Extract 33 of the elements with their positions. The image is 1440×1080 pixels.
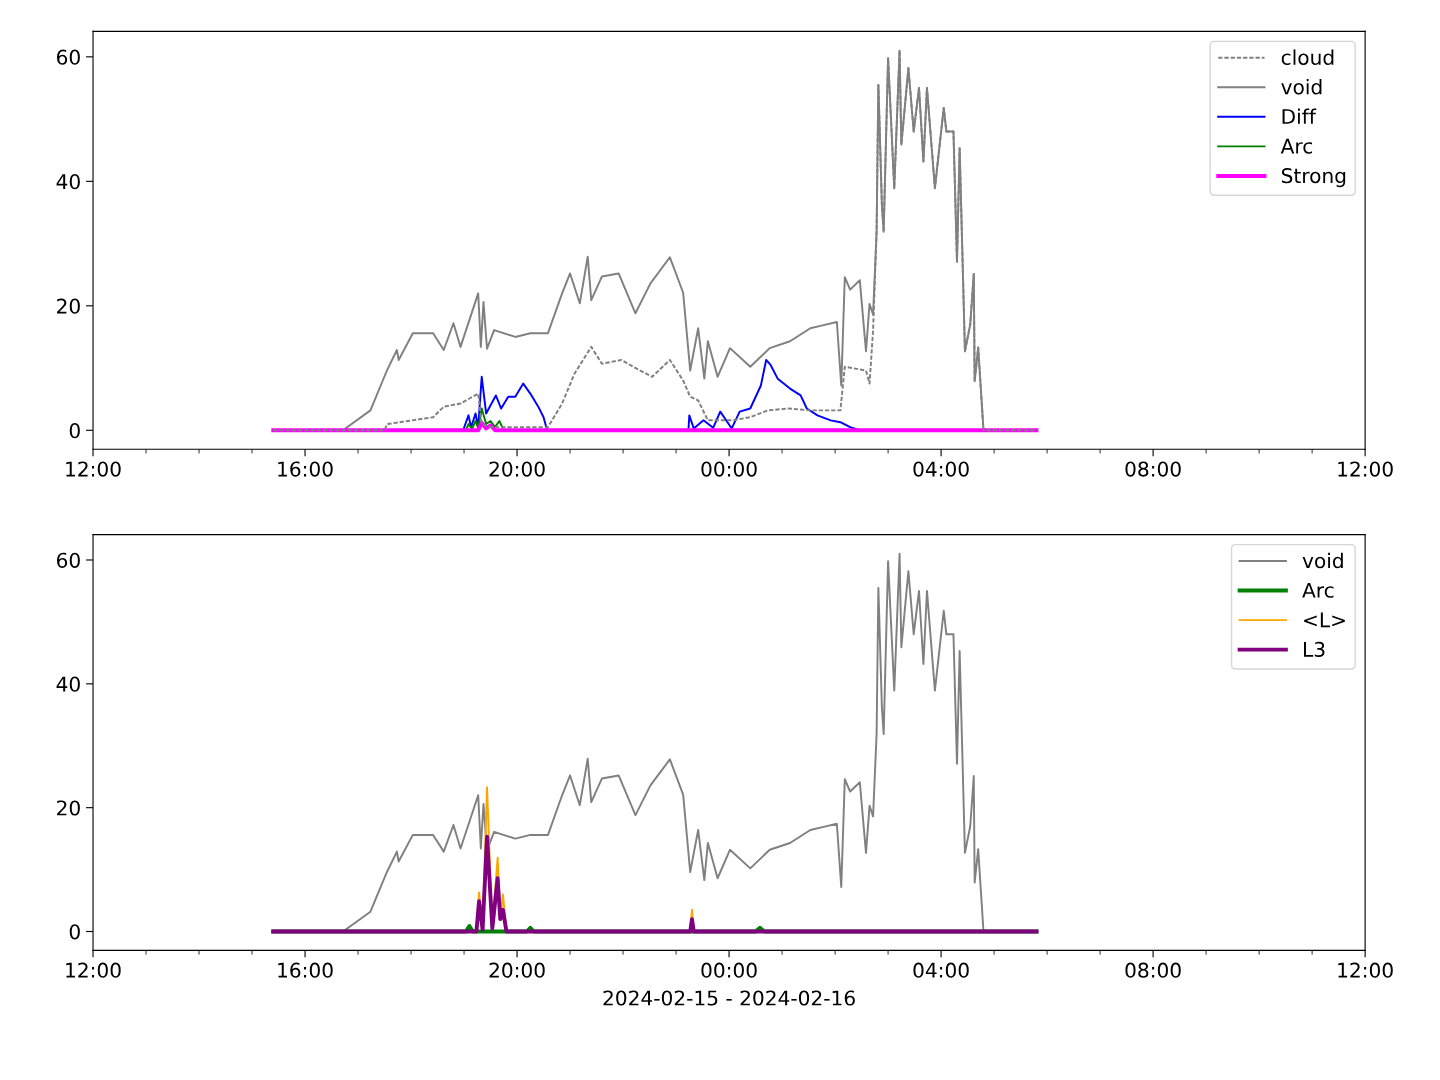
legend-label: Diff (1282, 108, 1317, 124)
x-axis-title: 2024-02-15 - 2024-02-16 (603, 990, 855, 1006)
legend-label: cloud (1281, 49, 1334, 66)
legend-label: Strong (1281, 168, 1346, 188)
x-tick-label: 04:00 (913, 962, 969, 978)
y-tick-label: 0 (69, 924, 80, 940)
y-tick-label: 60 (57, 49, 80, 65)
y-tick-label: 20 (57, 800, 80, 816)
x-tick-label: 12:00 (66, 962, 121, 978)
y-tick-label: 60 (57, 552, 80, 568)
y-tick-label: 40 (56, 676, 80, 692)
x-tick-label: 08:00 (1125, 962, 1181, 978)
legend-label: L3 (1304, 641, 1325, 657)
legend-label: void (1302, 552, 1343, 569)
legend-label: <L> (1304, 612, 1345, 628)
x-tick-label: 04:00 (913, 461, 969, 477)
x-tick-label: 08:00 (1125, 461, 1181, 477)
x-tick-label: 12:00 (1338, 461, 1393, 477)
legend-label: Arc (1302, 582, 1334, 598)
x-tick-label: 00:00 (701, 461, 757, 477)
y-tick-label: 0 (69, 423, 80, 439)
y-tick-label: 20 (57, 298, 80, 314)
x-tick-label: 00:00 (701, 962, 757, 978)
x-tick-label: 16:00 (278, 962, 333, 978)
x-tick-label: 20:00 (489, 461, 545, 477)
x-tick-label: 12:00 (1338, 962, 1393, 978)
legend-label: void (1281, 79, 1322, 95)
x-tick-label: 16:00 (278, 461, 333, 477)
x-tick-label: 12:00 (66, 461, 121, 477)
line-series (271, 834, 1039, 934)
y-tick-label: 40 (56, 174, 80, 190)
x-tick-label: 20:00 (489, 962, 545, 978)
legend-label: Arc (1280, 138, 1313, 154)
